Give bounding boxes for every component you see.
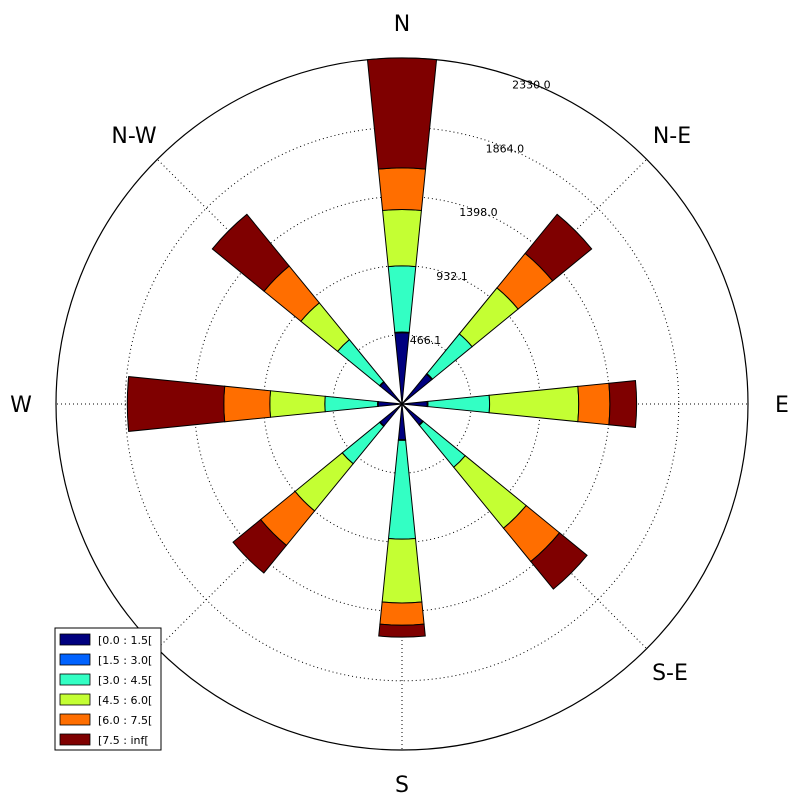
direction-label-n: N bbox=[394, 12, 410, 37]
legend-label-5: [7.5 : inf[ bbox=[98, 734, 149, 747]
radial-tick-label-0: 466.1 bbox=[410, 334, 442, 347]
bar-n-e-bin-0 bbox=[401, 373, 433, 405]
bar-n-bin-0 bbox=[394, 332, 410, 405]
bar-n-e-bin-5 bbox=[524, 213, 593, 282]
direction-label-n-w: N-W bbox=[111, 124, 157, 149]
bar-e-bin-0 bbox=[401, 400, 428, 408]
bar-n-bin-4 bbox=[377, 167, 427, 211]
wind-bars bbox=[126, 57, 638, 638]
radial-tick-label-2: 1398.0 bbox=[459, 206, 498, 219]
bar-n-w-bin-2 bbox=[336, 338, 385, 387]
direction-label-e: E bbox=[775, 393, 789, 418]
bar-s-bin-4 bbox=[379, 601, 425, 626]
legend-label-3: [4.5 : 6.0[ bbox=[98, 694, 152, 707]
legend-swatch-0 bbox=[59, 633, 91, 646]
legend-swatch-5 bbox=[59, 733, 91, 746]
direction-labels: N N-E E S-E S W N-W bbox=[10, 12, 789, 794]
bar-n-bin-3 bbox=[382, 208, 422, 268]
legend-label-1: [1.5 : 3.0[ bbox=[98, 654, 152, 667]
direction-label-w: W bbox=[10, 393, 32, 418]
bar-n-bin-5 bbox=[366, 57, 438, 170]
bar-n-w-bin-0 bbox=[379, 381, 403, 405]
bar-s-e-bin-0 bbox=[401, 403, 424, 426]
bar-s-bin-0 bbox=[397, 403, 407, 441]
direction-label-s: S bbox=[395, 773, 409, 794]
bar-w-bin-2 bbox=[324, 395, 379, 413]
direction-label-n-e: N-E bbox=[653, 124, 691, 149]
bar-e-bin-3 bbox=[488, 385, 580, 423]
bar-w-bin-0 bbox=[377, 401, 403, 407]
legend-box bbox=[54, 627, 162, 751]
legend-swatch-2 bbox=[59, 673, 91, 686]
radial-tick-labels: 466.1 932.1 1398.0 1864.0 2330.0 bbox=[410, 78, 551, 347]
bar-s-e-bin-5 bbox=[530, 532, 588, 590]
bar-n-w-bin-5 bbox=[211, 213, 290, 292]
legend-swatch-4 bbox=[59, 713, 91, 726]
legend-swatch-3 bbox=[59, 693, 91, 706]
bar-n-bin-2 bbox=[387, 265, 417, 333]
legend: [0.0 : 1.5[ [1.5 : 3.0[ [3.0 : 4.5[ [4.5… bbox=[54, 627, 162, 751]
legend-label-2: [3.0 : 4.5[ bbox=[98, 674, 152, 687]
bar-s-w-bin-2 bbox=[341, 421, 385, 465]
bar-s-w-bin-5 bbox=[232, 518, 288, 574]
legend-label-0: [0.0 : 1.5[ bbox=[98, 634, 152, 647]
legend-swatch-1 bbox=[59, 653, 91, 666]
bar-s-bin-5 bbox=[378, 623, 426, 638]
bar-w-bin-5 bbox=[126, 376, 226, 432]
bar-e-bin-4 bbox=[577, 382, 611, 426]
bar-w-bin-4 bbox=[223, 385, 272, 423]
radial-tick-label-1: 932.1 bbox=[436, 270, 468, 283]
bar-e-bin-5 bbox=[608, 380, 638, 428]
radial-tick-label-4: 2330.0 bbox=[512, 78, 551, 91]
bar-w-bin-3 bbox=[269, 390, 326, 418]
bar-s-w-bin-0 bbox=[379, 403, 403, 427]
direction-label-s-e: S-E bbox=[652, 661, 688, 686]
radial-tick-label-3: 1864.0 bbox=[486, 142, 525, 155]
bar-s-bin-2 bbox=[387, 439, 417, 540]
legend-label-4: [6.0 : 7.5[ bbox=[98, 714, 152, 727]
bar-s-bin-3 bbox=[381, 537, 423, 604]
bar-s-e-bin-2 bbox=[418, 420, 466, 468]
bar-e-bin-2 bbox=[427, 394, 491, 414]
